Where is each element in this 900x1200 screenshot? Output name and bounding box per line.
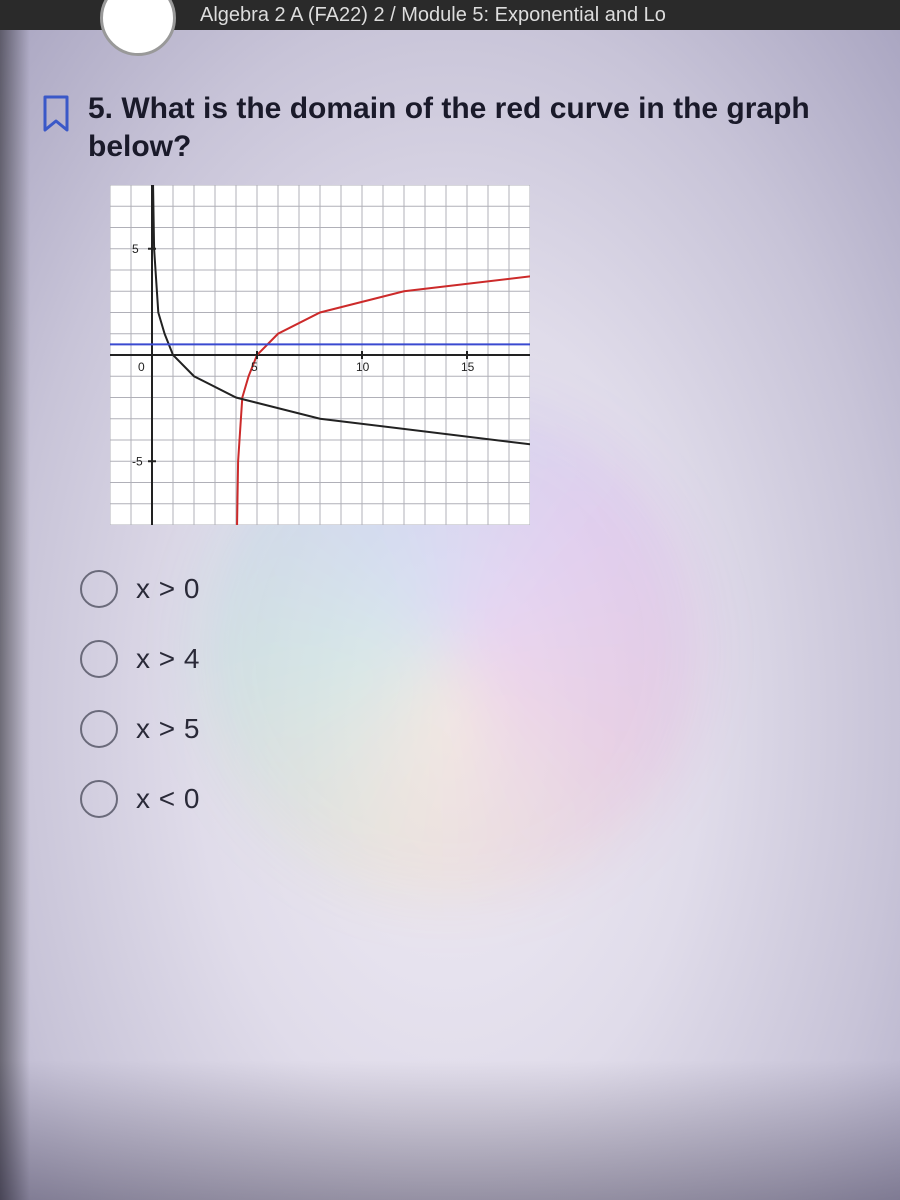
radio[interactable] xyxy=(80,640,118,678)
answer-option[interactable]: x > 0 xyxy=(80,570,870,608)
answer-option[interactable]: x > 5 xyxy=(80,710,870,748)
avatar xyxy=(100,0,176,56)
answer-option[interactable]: x > 4 xyxy=(80,640,870,678)
chart-svg: 0 5 10 15 5 -5 xyxy=(110,185,530,525)
svg-text:15: 15 xyxy=(461,360,475,374)
option-label: x > 0 xyxy=(136,573,200,605)
option-label: x > 4 xyxy=(136,643,200,675)
option-label: x > 5 xyxy=(136,713,200,745)
graph: 0 5 10 15 5 -5 xyxy=(110,185,870,530)
svg-text:5: 5 xyxy=(132,242,139,256)
radio[interactable] xyxy=(80,570,118,608)
radio[interactable] xyxy=(80,780,118,818)
svg-text:10: 10 xyxy=(356,360,370,374)
bottom-photo-fade xyxy=(0,1060,900,1200)
svg-text:-5: -5 xyxy=(132,454,143,468)
question-text: 5. What is the domain of the red curve i… xyxy=(88,90,870,165)
radio[interactable] xyxy=(80,710,118,748)
left-photo-shadow xyxy=(0,0,30,1200)
answer-option[interactable]: x < 0 xyxy=(80,780,870,818)
breadcrumb: Algebra 2 A (FA22) 2 / Module 5: Exponen… xyxy=(200,4,666,26)
option-label: x < 0 xyxy=(136,783,200,815)
svg-text:0: 0 xyxy=(138,360,145,374)
bookmark-icon[interactable] xyxy=(40,94,72,139)
question-header: 5. What is the domain of the red curve i… xyxy=(40,90,870,165)
answer-options: x > 0 x > 4 x > 5 x < 0 xyxy=(80,570,870,818)
svg-text:5: 5 xyxy=(251,360,258,374)
question-content: 5. What is the domain of the red curve i… xyxy=(40,90,870,850)
